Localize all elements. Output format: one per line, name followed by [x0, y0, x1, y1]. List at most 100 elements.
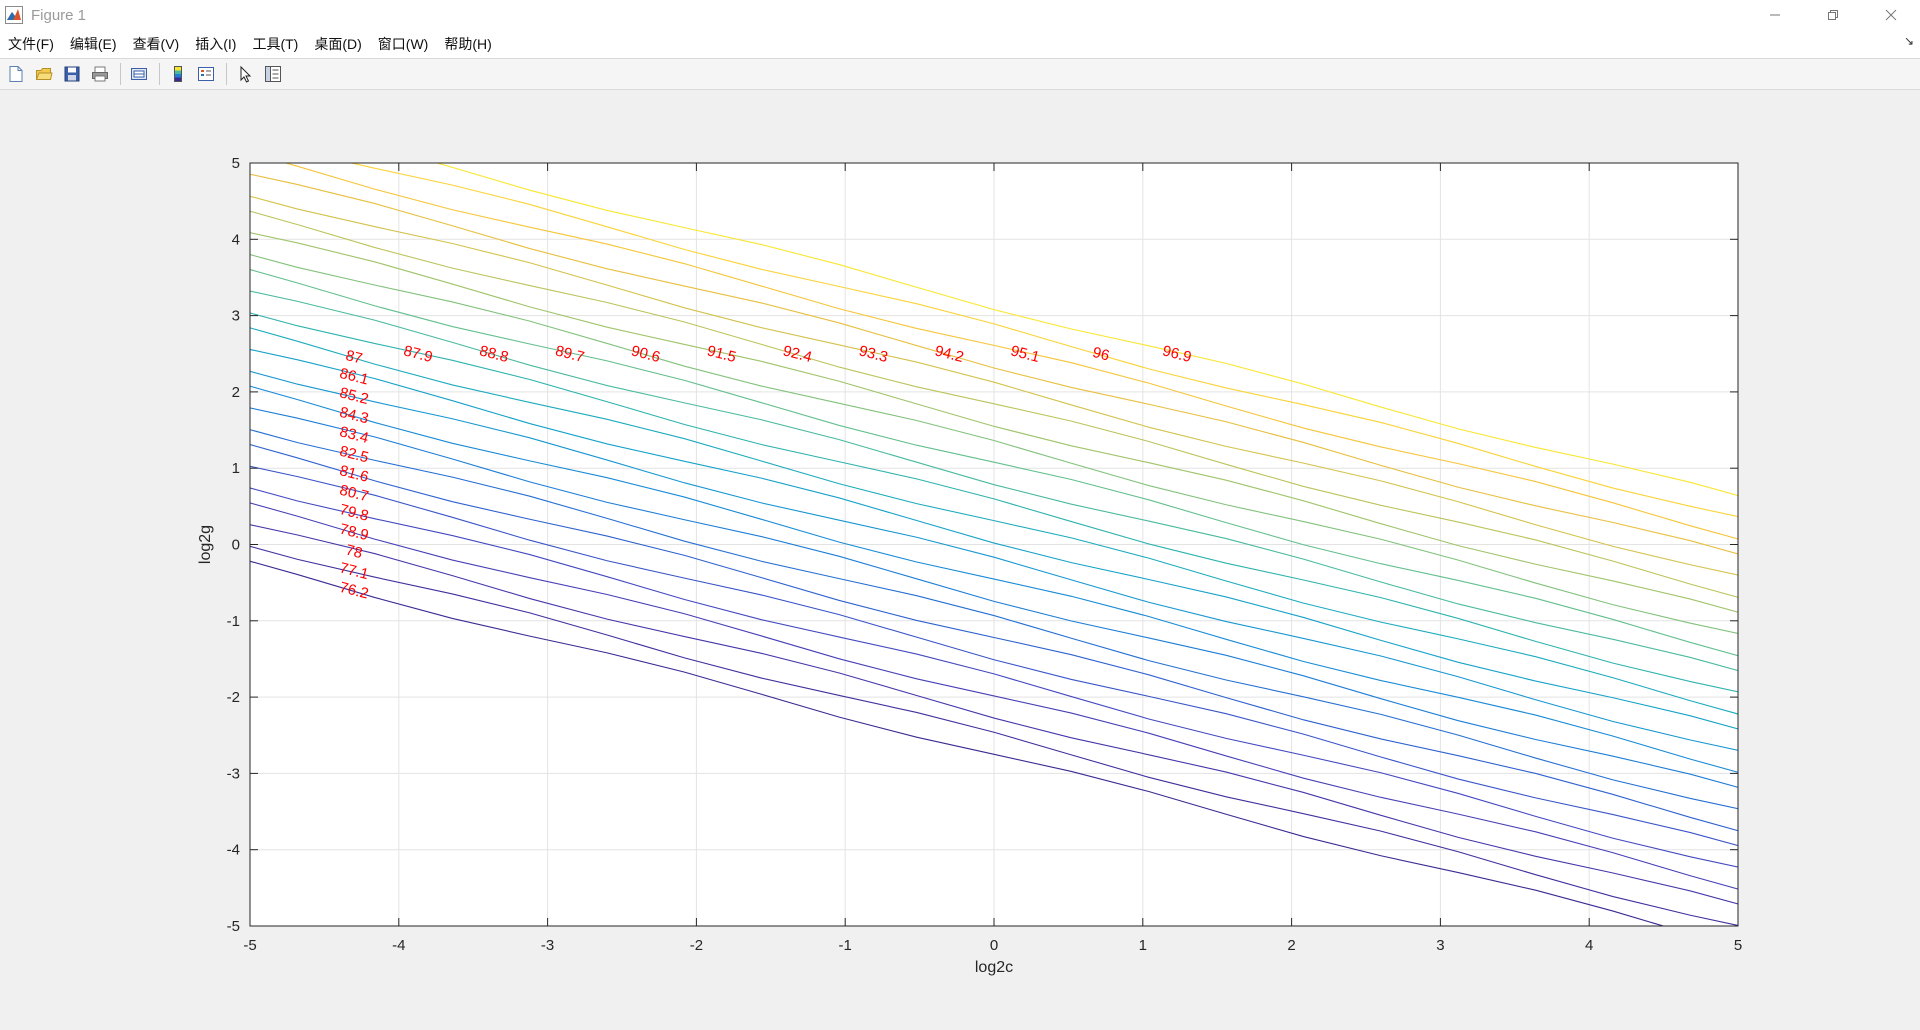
contour-label: 83.4 [338, 423, 371, 447]
contour-label: 94.2 [933, 342, 966, 366]
new-figure-button[interactable] [3, 61, 29, 87]
x-tick-label: 1 [1139, 937, 1147, 954]
contour-label: 86.1 [338, 365, 371, 389]
legend-button[interactable] [193, 61, 219, 87]
panel-icon [265, 66, 281, 82]
y-tick-label: 5 [232, 155, 240, 172]
x-tick-label: -5 [243, 937, 256, 954]
toolbar-separator [120, 63, 121, 85]
open-file-button[interactable] [31, 61, 57, 87]
contour-label: 77.1 [338, 559, 371, 583]
colorbar-icon [174, 66, 182, 82]
contour-line [250, 327, 1738, 715]
contour-label: 85.2 [338, 384, 371, 408]
x-tick-label: 0 [990, 937, 998, 954]
menu-file[interactable]: 文件(F) [8, 36, 54, 52]
toolbar-separator [159, 63, 160, 85]
contour-line [250, 312, 1738, 693]
y-tick-label: 2 [232, 384, 240, 401]
contour-label: 87 [344, 347, 364, 368]
printer-icon [92, 66, 108, 82]
print-button[interactable] [87, 61, 113, 87]
contour-label: 79.8 [338, 501, 371, 525]
contour-line [250, 560, 1666, 926]
property-inspector-button[interactable] [260, 61, 286, 87]
link-plot-button[interactable] [126, 61, 152, 87]
edit-plot-button[interactable] [232, 61, 258, 87]
open-folder-icon [35, 68, 53, 80]
menu-bar: 文件(F) 编辑(E) 查看(V) 插入(I) 工具(T) 桌面(D) 窗口(W… [0, 30, 1920, 58]
toolbar [0, 58, 1920, 90]
menu-tools[interactable]: 工具(T) [252, 36, 299, 52]
contour-label: 96 [1091, 344, 1111, 365]
contour-label: 78.9 [338, 521, 371, 545]
menu-edit[interactable]: 编辑(E) [69, 36, 117, 52]
link-plot-icon [131, 68, 147, 80]
contour-line [250, 290, 1738, 672]
menu-view[interactable]: 查看(V) [132, 36, 180, 52]
contour-line [250, 465, 1738, 847]
minimize-icon [1770, 14, 1780, 16]
contour-line [250, 268, 1738, 657]
contour-line [250, 254, 1738, 634]
contour-label: 93.3 [857, 342, 890, 366]
y-tick-label: -3 [227, 765, 240, 782]
minimize-button[interactable] [1746, 0, 1804, 30]
contour-line [250, 443, 1738, 832]
contour-line [250, 370, 1738, 751]
menu-insert[interactable]: 插入(I) [195, 36, 237, 52]
contour-line [250, 407, 1738, 788]
contour-line [250, 524, 1738, 905]
legend-icon [198, 67, 214, 81]
restore-button[interactable] [1804, 0, 1862, 30]
new-file-icon [9, 66, 23, 82]
title-bar: Figure 1 [0, 0, 1920, 30]
menu-window[interactable]: 窗口(W) [377, 36, 429, 52]
y-tick-label: 3 [232, 308, 240, 325]
save-disk-icon [64, 66, 80, 82]
contour-line [250, 173, 1738, 555]
contour-line [250, 232, 1738, 613]
contour-label: 92.4 [781, 342, 814, 366]
contour-label: 78 [344, 542, 364, 563]
x-tick-label: 5 [1734, 937, 1742, 954]
x-tick-label: 3 [1436, 937, 1444, 954]
contour-line [250, 385, 1738, 773]
contour-label: 90.6 [629, 342, 662, 366]
contour-label: 84.3 [338, 404, 371, 428]
x-axis-label: log2c [975, 959, 1013, 976]
toolbar-separator [226, 63, 227, 85]
contour-label: 81.6 [338, 462, 371, 486]
x-tick-label: -1 [839, 937, 852, 954]
contour-label: 80.7 [338, 482, 371, 506]
contour-line [250, 429, 1738, 810]
dock-arrow-icon[interactable]: ↘ [1903, 34, 1914, 48]
contour-label: 76.2 [338, 579, 371, 603]
contour-line [250, 545, 1738, 926]
contour-line [250, 210, 1738, 598]
x-tick-label: 2 [1287, 937, 1295, 954]
colorbar-button[interactable] [165, 61, 191, 87]
cursor-arrow-icon [240, 65, 252, 83]
save-button[interactable] [59, 61, 85, 87]
y-tick-label: 1 [232, 460, 240, 477]
contour-line [349, 163, 1738, 518]
y-tick-label: -1 [227, 613, 240, 630]
y-axis-label: log2g [197, 525, 214, 564]
contour-label: 88.8 [478, 342, 511, 366]
contour-lines [250, 163, 1738, 926]
contour-label: 95.1 [1009, 342, 1042, 366]
contour-label: 87.9 [402, 342, 435, 366]
x-tick-label: -3 [541, 937, 554, 954]
menu-desktop[interactable]: 桌面(D) [314, 36, 362, 52]
y-tick-label: -5 [227, 918, 240, 935]
y-tick-label: -2 [227, 689, 240, 706]
menu-help[interactable]: 帮助(H) [444, 36, 492, 52]
contour-line [283, 163, 1738, 540]
close-icon [1885, 9, 1897, 21]
restore-icon [1828, 10, 1838, 20]
y-tick-label: 4 [232, 231, 240, 248]
close-button[interactable] [1862, 0, 1920, 30]
figure-canvas: 76.2 77.1 78 78.9 79.8 80.7 81.6 82.5 83.4 84.3 85… [0, 90, 1920, 1030]
window-title: Figure 1 [31, 6, 87, 24]
